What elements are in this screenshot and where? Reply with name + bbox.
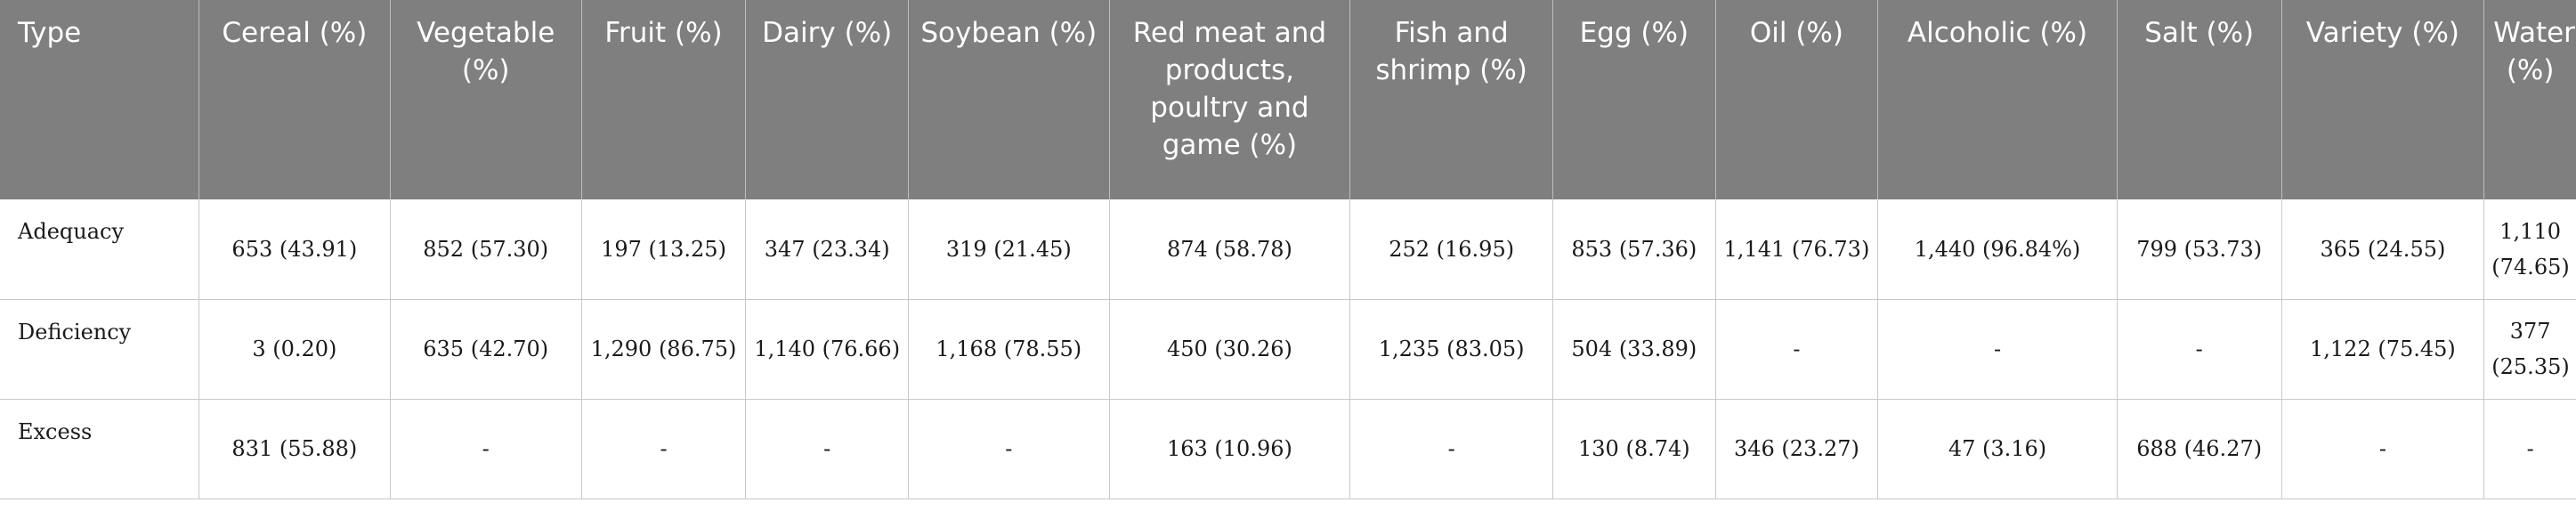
header-red-meat: Red meat and products, poultry and game … xyxy=(1109,0,1351,199)
table-cell: 130 (8.74) xyxy=(1552,398,1716,499)
table-cell: 377 (25.35) xyxy=(2483,298,2576,400)
header-salt: Salt (%) xyxy=(2117,0,2282,199)
table-cell: 1,141 (76.73) xyxy=(1714,199,1879,300)
table-cell: - xyxy=(389,398,582,499)
table-cell: 252 (16.95) xyxy=(1349,199,1554,300)
header-cereal: Cereal (%) xyxy=(198,0,391,199)
diet-adequacy-table: Type Cereal (%) Vegetable (%) Fruit (%) … xyxy=(0,0,2576,499)
row-label: Deficiency xyxy=(0,298,199,400)
table-cell: - xyxy=(1714,298,1879,400)
table-cell: 346 (23.27) xyxy=(1714,398,1879,499)
table-cell: 319 (21.45) xyxy=(908,199,1110,300)
table-cell: 1,168 (78.55) xyxy=(908,298,1110,400)
header-fish-shrimp: Fish and shrimp (%) xyxy=(1349,0,1554,199)
table-row-deficiency: Deficiency 3 (0.20) 635 (42.70) 1,290 (8… xyxy=(0,298,2576,400)
header-row: Type Cereal (%) Vegetable (%) Fruit (%) … xyxy=(0,0,2576,199)
table-cell: - xyxy=(908,398,1110,499)
table-cell: 653 (43.91) xyxy=(198,199,391,300)
header-type: Type xyxy=(0,0,199,199)
table-cell: 1,122 (75.45) xyxy=(2280,298,2485,400)
header-water: Water (%) xyxy=(2483,0,2576,199)
table-cell: 853 (57.36) xyxy=(1552,199,1716,300)
table-cell: 365 (24.55) xyxy=(2280,199,2485,300)
table-cell: - xyxy=(580,398,747,499)
table-cell: 831 (55.88) xyxy=(198,398,391,499)
table-cell: 197 (13.25) xyxy=(580,199,747,300)
table-row-excess: Excess 831 (55.88) - - - - 163 (10.96) -… xyxy=(0,398,2576,499)
header-variety: Variety (%) xyxy=(2281,0,2485,199)
header-egg: Egg (%) xyxy=(1552,0,1716,199)
table-cell: 874 (58.78) xyxy=(1108,199,1351,300)
table-cell: 688 (46.27) xyxy=(2116,398,2282,499)
header-fruit: Fruit (%) xyxy=(581,0,747,199)
header-dairy: Dairy (%) xyxy=(745,0,909,199)
table-cell: 450 (30.26) xyxy=(1108,298,1351,400)
table-cell: 1,440 (96.84%) xyxy=(1877,199,2118,300)
table-cell: 1,235 (83.05) xyxy=(1349,298,1554,400)
table-cell: - xyxy=(2116,298,2282,400)
table-cell: - xyxy=(1877,298,2118,400)
table-cell: - xyxy=(2483,398,2576,499)
header-soybean: Soybean (%) xyxy=(908,0,1110,199)
table-cell: 3 (0.20) xyxy=(198,298,391,400)
table-cell: - xyxy=(1349,398,1554,499)
table-cell: 347 (23.34) xyxy=(745,199,909,300)
table-cell: 1,110 (74.65) xyxy=(2483,199,2576,300)
table-cell: 1,290 (86.75) xyxy=(580,298,747,400)
row-label: Adequacy xyxy=(0,199,199,300)
table-cell: - xyxy=(2280,398,2485,499)
row-label: Excess xyxy=(0,398,199,499)
table-cell: 47 (3.16) xyxy=(1877,398,2118,499)
table-cell: 635 (42.70) xyxy=(389,298,582,400)
table-cell: 799 (53.73) xyxy=(2116,199,2282,300)
header-vegetable: Vegetable (%) xyxy=(390,0,582,199)
table-cell: 852 (57.30) xyxy=(389,199,582,300)
table-cell: 1,140 (76.66) xyxy=(745,298,909,400)
table-cell: - xyxy=(745,398,909,499)
table-cell: 163 (10.96) xyxy=(1108,398,1351,499)
header-alcoholic: Alcoholic (%) xyxy=(1877,0,2118,199)
table-cell: 504 (33.89) xyxy=(1552,298,1716,400)
table-row-adequacy: Adequacy 653 (43.91) 852 (57.30) 197 (13… xyxy=(0,199,2576,300)
header-oil: Oil (%) xyxy=(1715,0,1879,199)
